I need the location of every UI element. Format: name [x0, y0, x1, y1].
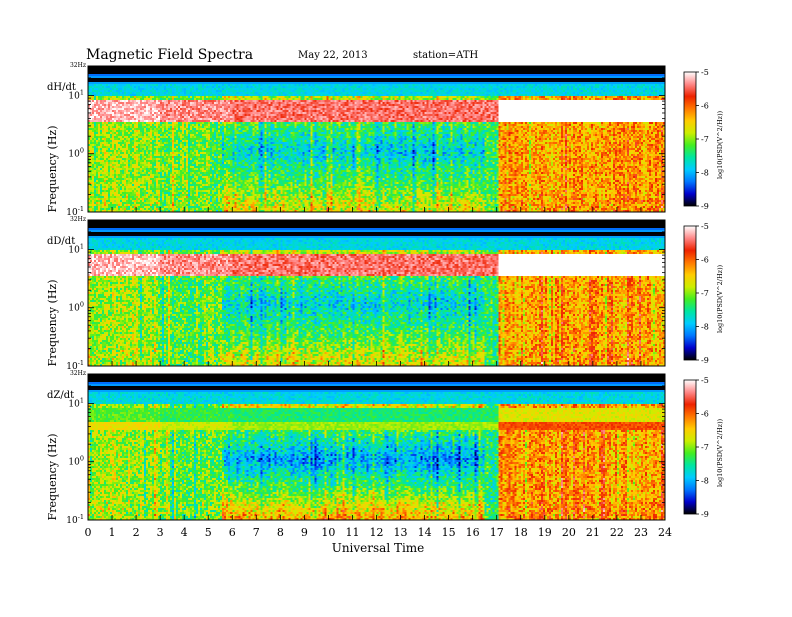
- x-tick-label: 21: [586, 526, 600, 539]
- x-axis: Universal Time 0 1 2 3 4 5 6 7 8 9 10 11 12 13 14 15 16 1…: [85, 526, 673, 555]
- colorbar-scale: [683, 71, 697, 207]
- y-tick-label: 100: [68, 147, 84, 160]
- x-tick-label: 17: [490, 526, 504, 539]
- x-tick-label: 18: [514, 526, 528, 539]
- y-top-label: 32Hz: [70, 370, 86, 377]
- x-tick-label: 0: [85, 526, 92, 539]
- colorbar-tick-label: -9: [701, 356, 709, 365]
- y-tick-label: 10-1: [66, 205, 84, 218]
- y-top-label: 32Hz: [70, 216, 86, 223]
- x-tick-label: 16: [466, 526, 480, 539]
- x-tick-label: 24: [658, 526, 672, 539]
- y-top-label: 32Hz: [70, 62, 86, 69]
- x-tick-label: 22: [610, 526, 624, 539]
- colorbar-tick-label: -5: [701, 376, 709, 385]
- x-tick-label: 19: [538, 526, 552, 539]
- y-tick-label: 101: [68, 88, 84, 101]
- colorbar-tick-label: -8: [701, 169, 709, 178]
- x-tick-label: 4: [181, 526, 188, 539]
- colorbar-tick-label: -9: [701, 202, 709, 211]
- figure-date: May 22, 2013: [298, 50, 368, 61]
- x-tick-label: 7: [253, 526, 260, 539]
- x-tick-label: 20: [562, 526, 576, 539]
- x-tick-label: 23: [634, 526, 648, 539]
- y-tick-label: 101: [68, 242, 84, 255]
- y-tick-label: 10-1: [66, 359, 84, 372]
- x-tick-label: 2: [133, 526, 140, 539]
- x-tick-label: 3: [157, 526, 164, 539]
- colorbar: -9 -8 -7 -6 -5 log10(PSD(V^2/Hz)): [683, 222, 724, 365]
- x-axis-label: Universal Time: [332, 541, 425, 555]
- y-tick-label: 100: [68, 455, 84, 468]
- colorbar-label: log10(PSD(V^2/Hz)): [716, 264, 724, 333]
- colorbar-tick-label: -6: [701, 410, 709, 419]
- colorbar-tick-label: -6: [701, 102, 709, 111]
- panel-label: dD/dt: [47, 236, 75, 247]
- panel-label: dH/dt: [47, 82, 76, 93]
- spectrogram-image: [88, 374, 665, 520]
- spectrogram-image: [88, 220, 665, 366]
- panel-label: dZ/dt: [47, 390, 74, 401]
- figure-station: station=ATH: [413, 50, 479, 61]
- spectrogram-image: [88, 66, 665, 212]
- figure-header: Magnetic Field Spectra May 22, 2013 stat…: [86, 47, 479, 63]
- colorbar-tick-label: -7: [701, 443, 709, 452]
- colorbar-tick-label: -5: [701, 68, 709, 77]
- y-axis-label: Frequency (Hz): [46, 125, 59, 212]
- colorbar: -9 -8 -7 -6 -5 log10(PSD(V^2/Hz)): [683, 376, 724, 519]
- x-tick-label: 6: [229, 526, 236, 539]
- y-axis-label: Frequency (Hz): [46, 279, 59, 366]
- colorbar-label: log10(PSD(V^2/Hz)): [716, 110, 724, 179]
- x-tick-label: 10: [321, 526, 335, 539]
- y-axis-label: Frequency (Hz): [46, 433, 59, 520]
- x-tick-label: 11: [345, 526, 359, 539]
- x-tick-label: 8: [277, 526, 284, 539]
- x-tick-label: 15: [442, 526, 456, 539]
- colorbar: -9 -8 -7 -6 -5 log10(PSD(V^2/Hz)): [683, 68, 724, 211]
- colorbar-tick-label: -9: [701, 510, 709, 519]
- y-tick-label: 100: [68, 301, 84, 314]
- colorbar-scale: [683, 379, 697, 515]
- colorbar-tick-label: -7: [701, 135, 709, 144]
- x-tick-label: 5: [205, 526, 212, 539]
- figure-title: Magnetic Field Spectra: [86, 47, 253, 63]
- y-tick-label: 10-1: [66, 513, 84, 526]
- x-tick-label: 1: [109, 526, 116, 539]
- x-tick-label: 14: [418, 526, 432, 539]
- colorbar-tick-label: -8: [701, 477, 709, 486]
- x-tick-label: 13: [394, 526, 408, 539]
- x-tick-label: 12: [370, 526, 384, 539]
- colorbar-tick-label: -6: [701, 256, 709, 265]
- y-tick-label: 101: [68, 396, 84, 409]
- colorbar-label: log10(PSD(V^2/Hz)): [716, 418, 724, 487]
- x-tick-label: 9: [301, 526, 308, 539]
- colorbar-tick-label: -7: [701, 289, 709, 298]
- colorbar-tick-label: -5: [701, 222, 709, 231]
- colorbar-tick-label: -8: [701, 323, 709, 332]
- colorbar-scale: [683, 225, 697, 361]
